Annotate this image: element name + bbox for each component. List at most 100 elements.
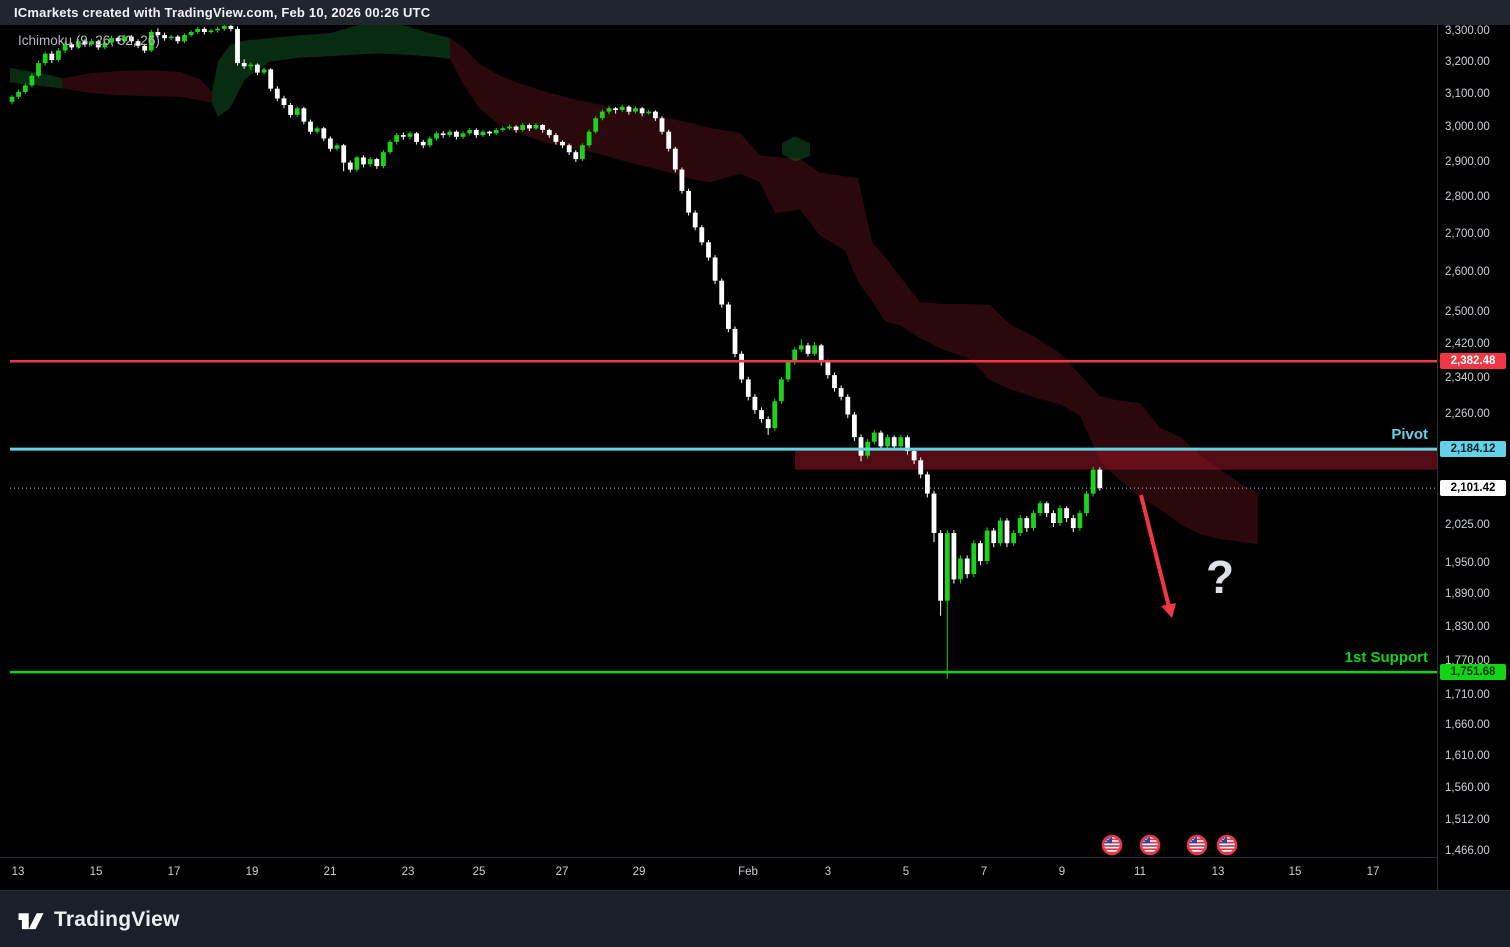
candle-body [726, 304, 731, 329]
tradingview-brand-text[interactable]: TradingView [54, 907, 180, 931]
time-axis-tick: 21 [323, 866, 337, 878]
candle-body [440, 133, 446, 136]
candle [964, 555, 970, 579]
us-flag-event-icon[interactable] [1101, 834, 1123, 856]
candle-body [765, 419, 771, 429]
candle [248, 62, 254, 71]
candle-body [1004, 520, 1010, 544]
candle-body [858, 437, 864, 456]
candle [507, 124, 512, 131]
flag-stripe [1141, 848, 1159, 851]
candle-body [752, 396, 758, 411]
candle [235, 26, 240, 66]
candle [109, 35, 114, 45]
us-flag-event-icon[interactable] [1139, 834, 1161, 856]
flag-stripe [1218, 848, 1236, 851]
candle-body [706, 242, 711, 258]
candle-body [182, 35, 187, 42]
candle [871, 429, 877, 445]
candle [646, 109, 652, 115]
candle [427, 136, 433, 148]
indicator-legend[interactable]: Ichimoku (9, 26, 52, 26) [18, 33, 160, 48]
candle [825, 359, 831, 379]
price-axis-tick: 3,000.00 [1445, 121, 1490, 133]
candle [984, 527, 990, 565]
candle [487, 130, 492, 137]
candle [599, 109, 605, 121]
candle [215, 26, 220, 33]
candle [752, 394, 758, 414]
candle-body [619, 106, 625, 110]
candle-body [42, 53, 48, 64]
time-axis[interactable]: 13 15 17 19 21 23 25 27 29 Feb 3 5 7 9 11 13 15 17 [0, 857, 1437, 891]
candle-body [818, 345, 824, 363]
candle-body [997, 520, 1003, 544]
flag-ring [1216, 834, 1238, 856]
price-axis-tick: 2,340.00 [1445, 372, 1490, 384]
pivot-line-label[interactable]: Pivot [1391, 426, 1428, 443]
candle-body [381, 152, 386, 167]
candle-body [546, 130, 552, 136]
supply-zone[interactable] [795, 449, 1437, 470]
candle [911, 448, 917, 465]
price-axis[interactable]: 3,300.00 3,200.00 3,100.00 3,000.00 2,900.00… [1437, 25, 1510, 890]
candle [301, 107, 307, 125]
price-axis-tick: 1,560.00 [1445, 782, 1490, 794]
candle [480, 129, 486, 138]
candle-body [699, 227, 705, 243]
candle-body [62, 44, 68, 51]
candle [208, 28, 214, 34]
support-line-label[interactable]: 1st Support [1344, 649, 1428, 666]
candle-body [202, 28, 207, 32]
flag-star [1190, 840, 1192, 842]
price-axis-tick: 2,600.00 [1445, 266, 1490, 278]
candle-body [573, 152, 579, 160]
candle [49, 51, 55, 64]
candle-body [951, 533, 957, 580]
candle [527, 123, 532, 131]
price-axis-tick: 1,512.00 [1445, 814, 1490, 826]
candle [971, 540, 977, 578]
candle-body [885, 437, 890, 447]
ichimoku-cloud-bullish [212, 25, 450, 117]
candle [500, 126, 506, 132]
candle-body [878, 432, 884, 447]
candle-body [925, 474, 930, 494]
down-arrow-annotation[interactable] [1139, 494, 1171, 608]
candle [228, 25, 234, 32]
candle-body [354, 157, 360, 170]
time-axis-tick: 17 [167, 866, 181, 878]
question-mark-annotation[interactable]: ? [1206, 551, 1234, 603]
candle-body [871, 432, 877, 442]
time-axis-tick: 29 [632, 866, 646, 878]
candle [328, 136, 333, 152]
candle-body [745, 379, 751, 397]
candle-body [792, 349, 798, 363]
time-axis-tick: 19 [245, 866, 259, 878]
candle [759, 407, 764, 423]
candle-body [633, 108, 638, 112]
candle-body [148, 32, 154, 51]
candle-body [195, 28, 201, 32]
candle-body [175, 36, 181, 42]
price-axis-tick: 2,800.00 [1445, 191, 1490, 203]
candle-body [626, 106, 632, 112]
candle [1090, 466, 1096, 497]
candle [155, 28, 161, 38]
candle [135, 39, 141, 49]
candle-body [314, 128, 320, 132]
us-flag-event-icon[interactable] [1186, 834, 1208, 856]
candle [1051, 510, 1056, 527]
candle [202, 27, 207, 35]
candle [9, 95, 15, 105]
candle-body [580, 145, 585, 160]
candle-body [374, 159, 380, 167]
candle [633, 106, 638, 114]
us-flag-event-icon[interactable] [1216, 834, 1238, 856]
candle [314, 126, 320, 134]
tradingview-logo-icon[interactable] [14, 903, 48, 937]
chart-canvas[interactable]: ? [0, 25, 1437, 857]
price-axis-tick: 2,260.00 [1445, 408, 1490, 420]
candle-body [832, 375, 837, 389]
